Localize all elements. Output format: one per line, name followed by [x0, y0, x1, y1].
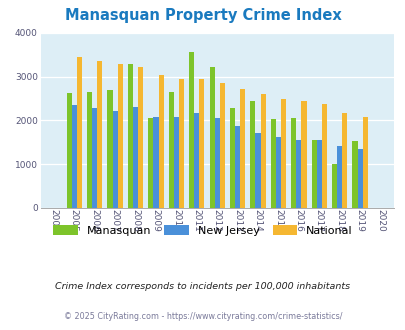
Bar [341, 113, 347, 208]
Bar [240, 88, 245, 208]
Bar [77, 57, 82, 208]
Bar [148, 118, 153, 208]
Bar [189, 52, 194, 208]
Bar [316, 140, 321, 208]
Bar [199, 79, 204, 208]
Bar [173, 117, 179, 208]
Bar [117, 64, 122, 208]
Bar [72, 105, 77, 208]
Bar [138, 67, 143, 208]
Bar [321, 104, 326, 208]
Bar [331, 164, 336, 208]
Bar [234, 126, 240, 208]
Text: Manasquan Property Crime Index: Manasquan Property Crime Index [64, 8, 341, 23]
Bar [336, 146, 341, 208]
Bar [362, 116, 367, 208]
Text: Crime Index corresponds to incidents per 100,000 inhabitants: Crime Index corresponds to incidents per… [55, 282, 350, 291]
Bar [179, 79, 183, 208]
Bar [158, 75, 163, 208]
Bar [107, 90, 112, 208]
Bar [280, 99, 286, 208]
Bar [290, 118, 296, 208]
Bar [214, 118, 219, 208]
Bar [194, 113, 199, 208]
Bar [92, 108, 97, 208]
Bar [112, 111, 117, 208]
Bar [352, 142, 357, 208]
Bar [87, 92, 92, 208]
Bar [209, 67, 214, 208]
Bar [275, 137, 280, 208]
Bar [250, 101, 255, 208]
Bar [357, 149, 362, 208]
Bar [133, 107, 138, 208]
Text: © 2025 CityRating.com - https://www.cityrating.com/crime-statistics/: © 2025 CityRating.com - https://www.city… [64, 312, 341, 321]
Bar [153, 117, 158, 208]
Bar [219, 83, 224, 208]
Bar [260, 94, 265, 208]
Bar [270, 119, 275, 208]
Bar [301, 101, 306, 208]
Bar [229, 108, 234, 208]
Legend: Manasquan, New Jersey, National: Manasquan, New Jersey, National [50, 222, 355, 239]
Bar [66, 93, 72, 208]
Bar [255, 133, 260, 208]
Bar [168, 92, 173, 208]
Bar [128, 64, 133, 208]
Bar [97, 60, 102, 208]
Bar [311, 140, 316, 208]
Bar [296, 140, 301, 208]
